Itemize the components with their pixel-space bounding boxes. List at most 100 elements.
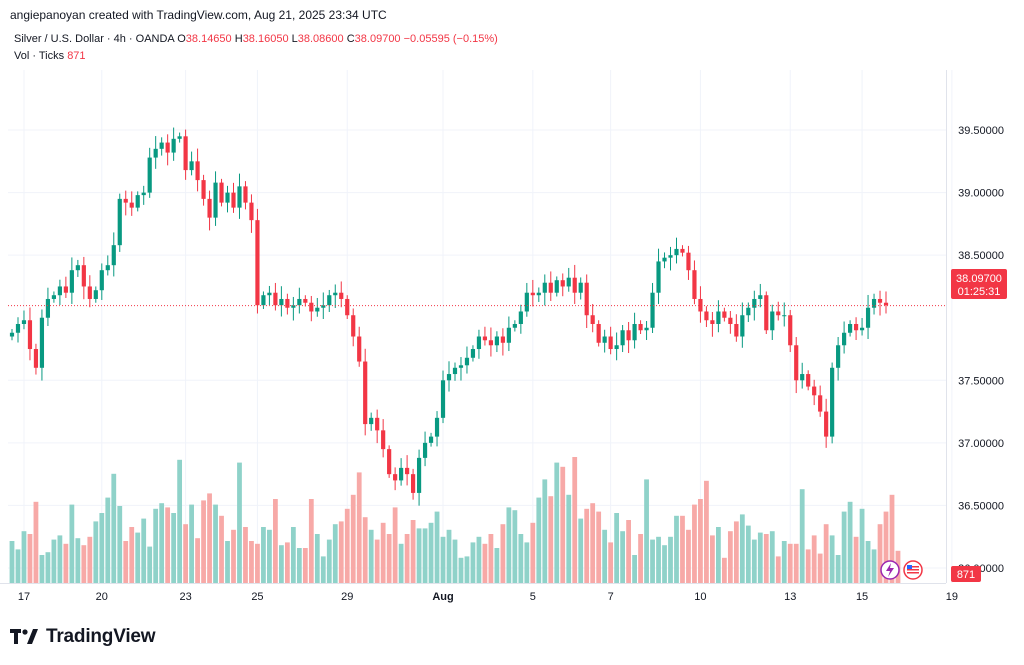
volume-bar bbox=[51, 539, 57, 583]
volume-label[interactable]: Vol · Ticks bbox=[14, 50, 65, 62]
candle bbox=[578, 277, 583, 300]
volume-bar bbox=[69, 504, 75, 583]
candle bbox=[369, 412, 374, 431]
volume-bar bbox=[865, 541, 871, 583]
candle bbox=[387, 445, 392, 478]
candle bbox=[782, 302, 787, 327]
candle bbox=[201, 174, 206, 206]
volume-bar bbox=[147, 546, 153, 583]
volume-bar bbox=[105, 497, 111, 583]
volume-bar bbox=[668, 536, 673, 583]
volume-bar bbox=[488, 534, 494, 583]
volume-bar bbox=[314, 534, 320, 583]
volume-bar bbox=[284, 542, 290, 583]
candle bbox=[27, 307, 33, 361]
volume-bar bbox=[296, 548, 302, 583]
candle bbox=[153, 136, 158, 169]
volume-bar bbox=[500, 524, 506, 583]
candle bbox=[871, 293, 877, 315]
volume-bar bbox=[644, 479, 649, 583]
candle bbox=[788, 309, 793, 353]
volume-bar bbox=[201, 500, 206, 583]
volume-bar bbox=[75, 538, 81, 583]
candle bbox=[237, 173, 242, 219]
candle bbox=[488, 327, 494, 357]
volume-bar bbox=[123, 541, 129, 583]
volume-bar bbox=[255, 543, 260, 583]
volume-bar bbox=[530, 522, 536, 583]
volume-bar bbox=[177, 459, 183, 583]
candle bbox=[315, 297, 320, 317]
candle bbox=[285, 293, 290, 315]
y-tick-label: 36.50000 bbox=[958, 500, 1004, 512]
volume-bar bbox=[757, 532, 763, 583]
volume-bar bbox=[727, 531, 733, 583]
candle bbox=[87, 275, 92, 308]
candle bbox=[339, 281, 344, 308]
candle bbox=[21, 310, 27, 330]
volume-bar bbox=[769, 531, 775, 583]
time-axis[interactable]: 1720232529Aug57101315192124 bbox=[18, 591, 1024, 603]
candle bbox=[213, 171, 218, 226]
candle bbox=[195, 148, 200, 192]
price-axis[interactable]: 39.50000 39.00000 38.50000 37.50000 37.00000… bbox=[958, 125, 1004, 575]
candle bbox=[464, 346, 470, 374]
candle bbox=[734, 314, 739, 342]
volume-bar bbox=[578, 518, 584, 583]
candle bbox=[692, 260, 697, 305]
candle bbox=[93, 286, 98, 303]
y-tick-label: 37.00000 bbox=[958, 438, 1004, 450]
candle bbox=[548, 271, 553, 301]
volume-bar bbox=[326, 539, 332, 583]
x-tick-label: 10 bbox=[694, 591, 706, 603]
candle bbox=[267, 285, 272, 305]
candle bbox=[363, 348, 368, 436]
volume-bar bbox=[638, 534, 643, 583]
candle bbox=[51, 291, 56, 303]
candle bbox=[279, 286, 284, 317]
candle bbox=[165, 134, 170, 166]
candle bbox=[105, 255, 110, 276]
volume-bar bbox=[183, 524, 188, 583]
candle bbox=[512, 320, 517, 332]
candle bbox=[560, 273, 565, 297]
volume-bar bbox=[81, 545, 87, 583]
volume-bar bbox=[721, 557, 727, 583]
candle bbox=[470, 345, 476, 362]
candle bbox=[428, 432, 434, 447]
volume-bar bbox=[356, 472, 362, 583]
volume-bar bbox=[476, 536, 482, 583]
volume-bar bbox=[608, 542, 614, 583]
candle bbox=[590, 303, 595, 333]
x-tick-label: 5 bbox=[530, 591, 536, 603]
candle bbox=[853, 317, 859, 341]
tradingview-logo[interactable]: TradingView bbox=[10, 626, 156, 648]
candle bbox=[381, 419, 386, 458]
candle bbox=[566, 267, 571, 292]
candle bbox=[333, 284, 338, 308]
candle bbox=[536, 287, 541, 302]
candle bbox=[452, 362, 458, 381]
candle bbox=[620, 324, 625, 353]
symbol-name[interactable]: Silver / U.S. Dollar · 4h · OANDA bbox=[14, 33, 175, 45]
volume-bar bbox=[464, 556, 470, 583]
candle bbox=[440, 370, 446, 424]
candle bbox=[399, 458, 404, 486]
candle bbox=[770, 304, 775, 341]
candle bbox=[644, 320, 649, 341]
candle bbox=[752, 290, 757, 321]
volume-bar bbox=[428, 522, 434, 583]
us-flag-icon[interactable] bbox=[903, 560, 923, 580]
candle bbox=[117, 193, 122, 252]
candle bbox=[806, 370, 811, 391]
candle bbox=[422, 431, 428, 467]
candle bbox=[33, 343, 39, 375]
high-value: 38.16050 bbox=[242, 33, 289, 45]
candle bbox=[656, 248, 661, 304]
candle bbox=[758, 283, 763, 308]
candle bbox=[506, 316, 511, 352]
lightning-icon[interactable] bbox=[880, 560, 900, 580]
candle bbox=[859, 317, 865, 336]
candles bbox=[9, 127, 889, 506]
